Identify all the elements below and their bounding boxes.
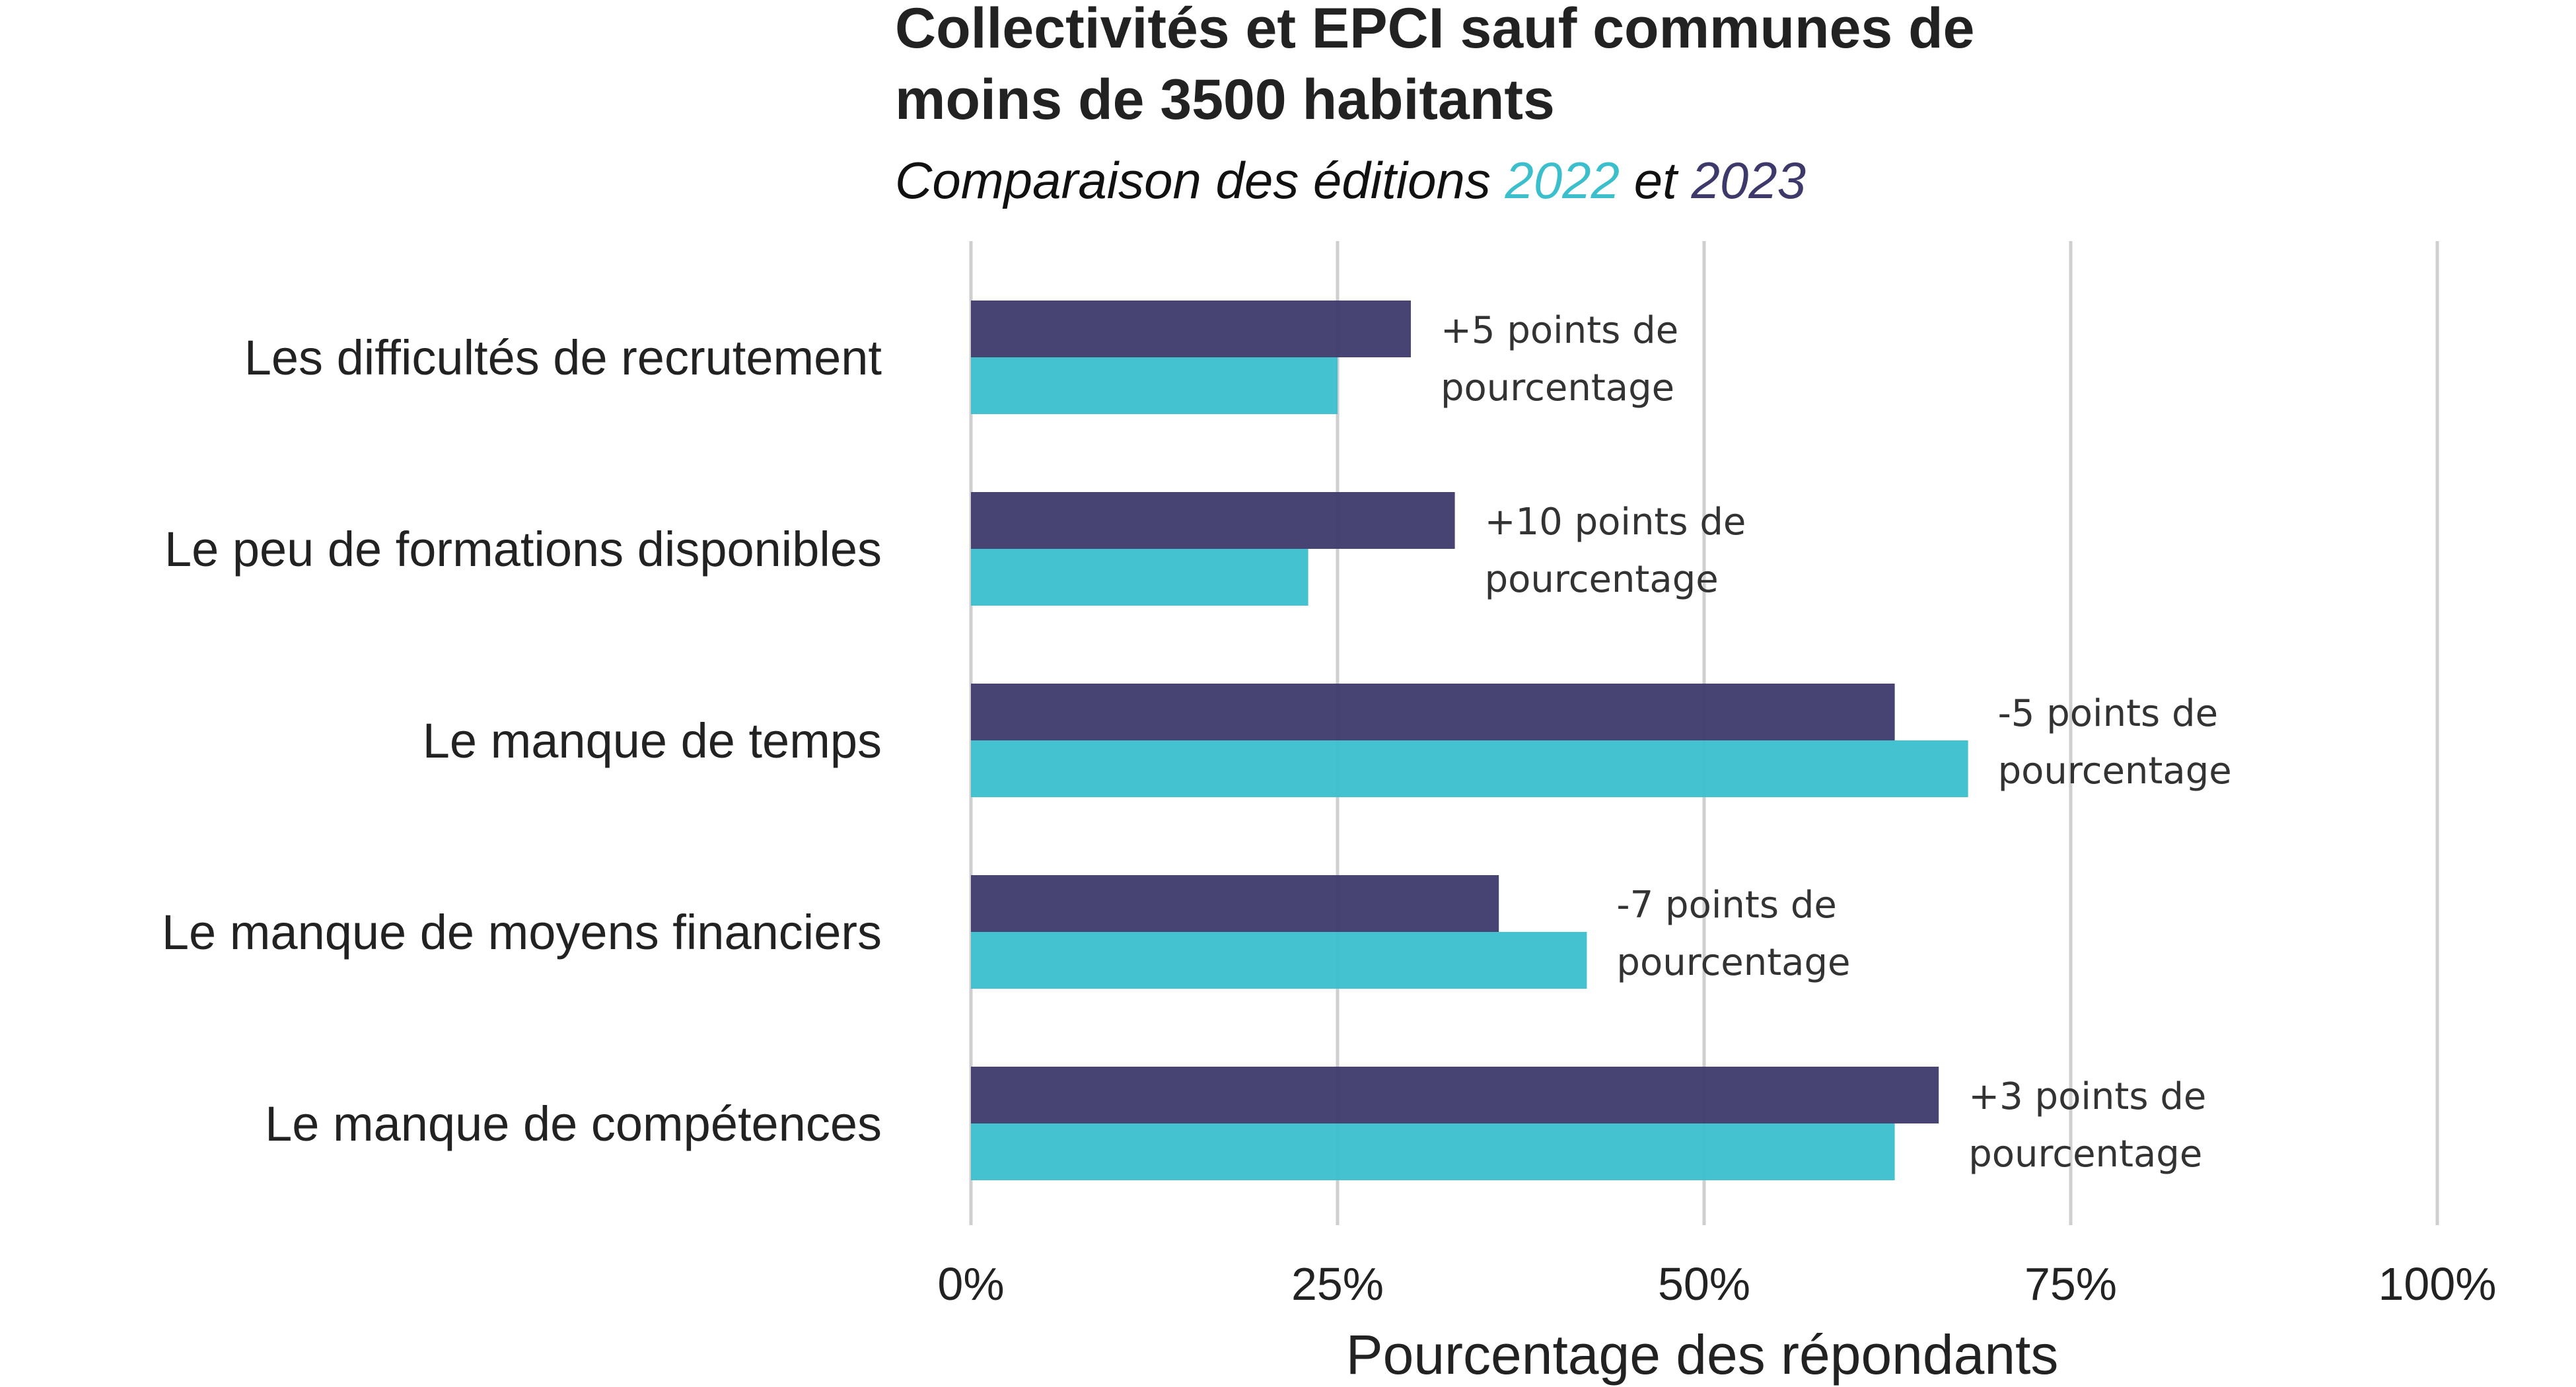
- bar-annotation-2: -5 points de pourcentage: [1998, 692, 2232, 793]
- bar-annotation-1: +10 points de pourcentage: [1485, 501, 1746, 601]
- subtitle-middle: et: [1620, 151, 1691, 209]
- annotations: +5 points de pourcentage +10 points de pour…: [1441, 309, 2232, 1176]
- bar-2022-0: [971, 357, 1338, 414]
- x-axis-title: Pourcentage des répondants: [1346, 1324, 2059, 1386]
- chart-title-line-2: moins de 3500 habitants: [895, 68, 1555, 131]
- chart-subtitle: Comparaison des éditions 2022 et 2023: [895, 151, 1806, 209]
- x-tick-label-75: 75%: [2024, 1258, 2117, 1310]
- bar-2023-2: [971, 684, 1895, 740]
- bar-2022-4: [971, 1123, 1895, 1180]
- category-label-1: Le peu de formations disponibles: [164, 522, 882, 577]
- category-label-4: Le manque de compétences: [265, 1096, 882, 1151]
- subtitle-year-2022: 2022: [1505, 151, 1620, 209]
- bar-2022-3: [971, 932, 1587, 989]
- x-tick-label-0: 0%: [937, 1258, 1004, 1310]
- x-tick-label-50: 50%: [1658, 1258, 1750, 1310]
- category-label-3: Le manque de moyens financiers: [162, 905, 882, 960]
- subtitle-year-2023: 2023: [1690, 151, 1806, 209]
- chart-title-line-1: Collectivités et EPCI sauf communes de: [895, 0, 1975, 60]
- bar-2023-0: [971, 301, 1411, 357]
- bar-annotation-4: +3 points de pourcentage: [1968, 1075, 2206, 1176]
- bar-2023-1: [971, 492, 1455, 549]
- bars: [971, 301, 1968, 1180]
- bar-2022-2: [971, 740, 1968, 797]
- x-tick-label-25: 25%: [1291, 1258, 1384, 1310]
- bar-2023-3: [971, 875, 1499, 932]
- subtitle-prefix: Comparaison des éditions: [895, 151, 1505, 209]
- bar-2022-1: [971, 549, 1308, 606]
- bar-2023-4: [971, 1067, 1939, 1123]
- bar-annotation-0: +5 points de pourcentage: [1441, 309, 1678, 409]
- x-tick-labels: 0% 25% 50% 75% 100%: [937, 1258, 2496, 1310]
- bar-annotation-3: -7 points de pourcentage: [1616, 884, 1850, 984]
- category-label-0: Les difficultés de recrutement: [244, 330, 882, 385]
- category-labels: Les difficultés de recrutement Le peu de …: [162, 330, 882, 1151]
- x-tick-label-100: 100%: [2378, 1258, 2496, 1310]
- category-label-2: Le manque de temps: [423, 713, 882, 768]
